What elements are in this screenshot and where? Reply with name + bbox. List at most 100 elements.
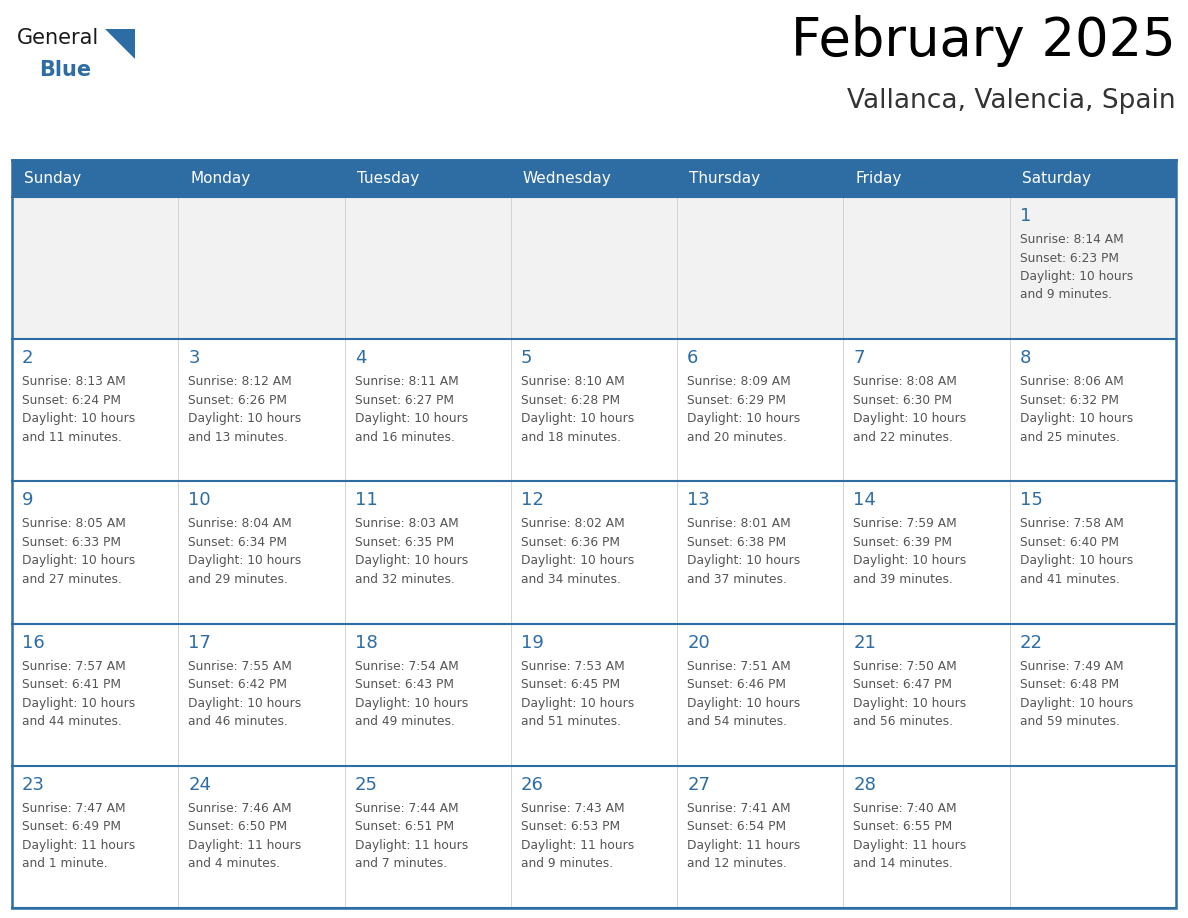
Bar: [511, 197, 677, 339]
Text: 19: 19: [520, 633, 544, 652]
Bar: [345, 766, 511, 908]
Text: Daylight: 11 hours: Daylight: 11 hours: [23, 839, 135, 852]
Bar: [178, 197, 345, 339]
Text: Daylight: 11 hours: Daylight: 11 hours: [520, 839, 634, 852]
Text: Daylight: 10 hours: Daylight: 10 hours: [520, 412, 634, 425]
Text: 26: 26: [520, 776, 544, 794]
Bar: [345, 197, 511, 339]
Text: Daylight: 11 hours: Daylight: 11 hours: [687, 839, 801, 852]
Bar: [511, 160, 677, 197]
Text: and 7 minutes.: and 7 minutes.: [354, 857, 447, 870]
Text: Daylight: 10 hours: Daylight: 10 hours: [354, 697, 468, 710]
Text: and 11 minutes.: and 11 minutes.: [23, 431, 122, 443]
Text: and 16 minutes.: and 16 minutes.: [354, 431, 455, 443]
Bar: [178, 339, 345, 481]
Text: and 1 minute.: and 1 minute.: [23, 857, 108, 870]
Text: Daylight: 10 hours: Daylight: 10 hours: [354, 412, 468, 425]
Text: and 59 minutes.: and 59 minutes.: [1019, 715, 1120, 728]
Text: Daylight: 11 hours: Daylight: 11 hours: [853, 839, 967, 852]
Text: Sunrise: 7:41 AM: Sunrise: 7:41 AM: [687, 801, 791, 815]
Text: Daylight: 10 hours: Daylight: 10 hours: [853, 412, 967, 425]
Text: Daylight: 10 hours: Daylight: 10 hours: [188, 554, 302, 567]
Bar: [843, 160, 1010, 197]
Text: 10: 10: [188, 491, 211, 509]
Bar: [12, 160, 1176, 908]
Text: Daylight: 10 hours: Daylight: 10 hours: [354, 554, 468, 567]
Text: 18: 18: [354, 633, 378, 652]
Text: Sunrise: 7:51 AM: Sunrise: 7:51 AM: [687, 660, 791, 673]
Text: Sunday: Sunday: [24, 171, 81, 186]
Text: and 9 minutes.: and 9 minutes.: [1019, 288, 1112, 301]
Text: Sunset: 6:40 PM: Sunset: 6:40 PM: [1019, 536, 1119, 549]
Text: Sunset: 6:33 PM: Sunset: 6:33 PM: [23, 536, 121, 549]
Text: 12: 12: [520, 491, 544, 509]
Text: Daylight: 10 hours: Daylight: 10 hours: [188, 697, 302, 710]
Bar: [1010, 339, 1176, 481]
Bar: [178, 766, 345, 908]
Text: Friday: Friday: [855, 171, 902, 186]
Text: Thursday: Thursday: [689, 171, 760, 186]
Bar: [345, 623, 511, 766]
Text: Sunrise: 7:44 AM: Sunrise: 7:44 AM: [354, 801, 459, 815]
Text: Sunset: 6:43 PM: Sunset: 6:43 PM: [354, 678, 454, 691]
Bar: [1010, 766, 1176, 908]
Text: Daylight: 10 hours: Daylight: 10 hours: [1019, 554, 1133, 567]
Text: Sunrise: 7:58 AM: Sunrise: 7:58 AM: [1019, 518, 1124, 531]
Text: Sunrise: 8:12 AM: Sunrise: 8:12 AM: [188, 375, 292, 388]
Text: Vallanca, Valencia, Spain: Vallanca, Valencia, Spain: [847, 88, 1176, 114]
Text: Saturday: Saturday: [1022, 171, 1091, 186]
Text: 22: 22: [1019, 633, 1043, 652]
Text: Sunset: 6:51 PM: Sunset: 6:51 PM: [354, 821, 454, 834]
Bar: [1010, 623, 1176, 766]
Text: and 39 minutes.: and 39 minutes.: [853, 573, 953, 586]
Text: 21: 21: [853, 633, 877, 652]
Bar: [511, 766, 677, 908]
Text: Sunset: 6:32 PM: Sunset: 6:32 PM: [1019, 394, 1119, 407]
Bar: [677, 339, 843, 481]
Text: 17: 17: [188, 633, 211, 652]
Text: Sunset: 6:45 PM: Sunset: 6:45 PM: [520, 678, 620, 691]
Text: Sunrise: 7:43 AM: Sunrise: 7:43 AM: [520, 801, 625, 815]
Text: and 22 minutes.: and 22 minutes.: [853, 431, 953, 443]
Text: Tuesday: Tuesday: [356, 171, 419, 186]
Bar: [1010, 197, 1176, 339]
Bar: [843, 623, 1010, 766]
Bar: [843, 197, 1010, 339]
Text: 14: 14: [853, 491, 877, 509]
Text: Sunrise: 7:59 AM: Sunrise: 7:59 AM: [853, 518, 958, 531]
Bar: [677, 160, 843, 197]
Text: Sunrise: 7:50 AM: Sunrise: 7:50 AM: [853, 660, 958, 673]
Text: Daylight: 10 hours: Daylight: 10 hours: [1019, 697, 1133, 710]
Text: Sunrise: 8:14 AM: Sunrise: 8:14 AM: [1019, 233, 1124, 246]
Text: and 54 minutes.: and 54 minutes.: [687, 715, 788, 728]
Bar: [511, 339, 677, 481]
Text: Daylight: 11 hours: Daylight: 11 hours: [188, 839, 302, 852]
Text: Sunset: 6:41 PM: Sunset: 6:41 PM: [23, 678, 121, 691]
Text: Sunrise: 8:05 AM: Sunrise: 8:05 AM: [23, 518, 126, 531]
Text: Sunset: 6:26 PM: Sunset: 6:26 PM: [188, 394, 287, 407]
Text: Sunrise: 8:03 AM: Sunrise: 8:03 AM: [354, 518, 459, 531]
Text: Sunset: 6:54 PM: Sunset: 6:54 PM: [687, 821, 786, 834]
Text: and 34 minutes.: and 34 minutes.: [520, 573, 621, 586]
Text: Sunrise: 8:13 AM: Sunrise: 8:13 AM: [23, 375, 126, 388]
Text: Daylight: 11 hours: Daylight: 11 hours: [354, 839, 468, 852]
Text: February 2025: February 2025: [791, 15, 1176, 67]
Text: 6: 6: [687, 349, 699, 367]
Text: 27: 27: [687, 776, 710, 794]
Text: and 13 minutes.: and 13 minutes.: [188, 431, 289, 443]
Bar: [12, 197, 178, 339]
Text: Daylight: 10 hours: Daylight: 10 hours: [520, 554, 634, 567]
Text: and 20 minutes.: and 20 minutes.: [687, 431, 786, 443]
Text: Sunset: 6:29 PM: Sunset: 6:29 PM: [687, 394, 786, 407]
Text: Sunrise: 7:49 AM: Sunrise: 7:49 AM: [1019, 660, 1124, 673]
Text: Sunset: 6:35 PM: Sunset: 6:35 PM: [354, 536, 454, 549]
Text: Daylight: 10 hours: Daylight: 10 hours: [23, 697, 135, 710]
Text: 13: 13: [687, 491, 710, 509]
Text: and 41 minutes.: and 41 minutes.: [1019, 573, 1119, 586]
Text: Sunrise: 7:46 AM: Sunrise: 7:46 AM: [188, 801, 292, 815]
Text: Sunset: 6:47 PM: Sunset: 6:47 PM: [853, 678, 953, 691]
Bar: [677, 623, 843, 766]
Bar: [677, 481, 843, 623]
Text: Sunrise: 8:01 AM: Sunrise: 8:01 AM: [687, 518, 791, 531]
Text: and 37 minutes.: and 37 minutes.: [687, 573, 786, 586]
